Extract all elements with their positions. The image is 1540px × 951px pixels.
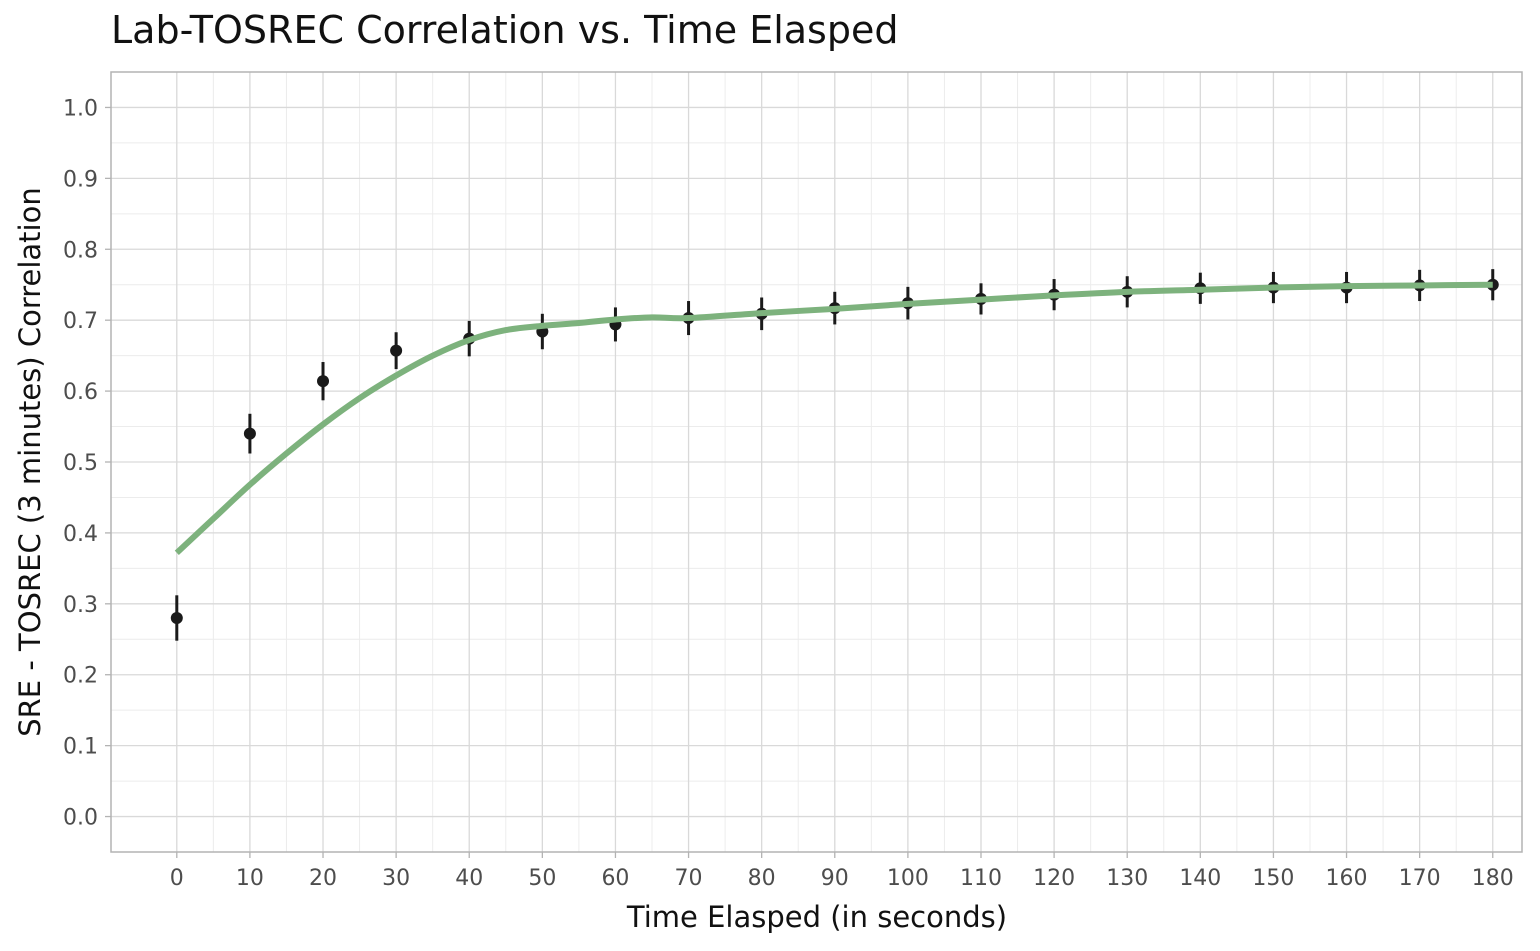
x-tick-label: 70 — [675, 866, 703, 891]
x-tick-label: 80 — [748, 866, 776, 891]
chart-title: Lab-TOSREC Correlation vs. Time Elasped — [111, 8, 899, 52]
x-tick-label: 20 — [309, 866, 337, 891]
data-series — [170, 269, 1499, 641]
y-tick-label: 0.8 — [63, 238, 98, 263]
x-tick-label: 120 — [1033, 866, 1075, 891]
x-axis-ticks: 0 10 20 30 40 50 60 70 80 90 100 110 120 130 140 150 160… — [170, 852, 1514, 891]
y-tick-label: 0.7 — [63, 309, 98, 334]
y-tick-label: 0.3 — [63, 593, 98, 618]
x-tick-label: 10 — [236, 866, 264, 891]
y-tick-label: 0.5 — [63, 451, 98, 476]
y-tick-label: 0.1 — [63, 735, 98, 760]
x-tick-label: 90 — [821, 866, 849, 891]
data-point — [390, 344, 403, 357]
data-point — [243, 427, 256, 440]
x-tick-label: 0 — [170, 866, 184, 891]
x-tick-label: 100 — [887, 866, 929, 891]
x-tick-label: 170 — [1399, 866, 1441, 891]
y-tick-label: 0.4 — [63, 522, 98, 547]
x-tick-label: 110 — [960, 866, 1002, 891]
smooth-trend-line — [174, 281, 1493, 555]
gridlines — [111, 72, 1522, 852]
y-axis-title: SRE - TOSREC (3 minutes) Correlation — [13, 187, 47, 737]
y-tick-label: 0.9 — [63, 167, 98, 192]
x-tick-label: 50 — [528, 866, 556, 891]
data-point — [317, 375, 330, 388]
x-tick-label: 180 — [1472, 866, 1514, 891]
data-point — [170, 612, 183, 624]
y-tick-label: 0.6 — [63, 380, 98, 405]
x-tick-label: 140 — [1179, 866, 1221, 891]
x-axis-title: Time Elasped (in seconds) — [626, 900, 1007, 934]
y-tick-label: 0.2 — [63, 664, 98, 689]
x-tick-label: 30 — [382, 866, 410, 891]
y-tick-label: 1.0 — [63, 96, 98, 121]
x-tick-label: 60 — [601, 866, 629, 891]
y-axis-ticks: 0.0 0.1 0.2 0.3 0.4 0.5 0.6 0.7 0.8 0.9 1.0 — [63, 96, 111, 831]
x-tick-label: 160 — [1326, 866, 1368, 891]
x-tick-label: 40 — [455, 866, 483, 891]
x-tick-label: 130 — [1106, 866, 1148, 891]
x-tick-label: 150 — [1252, 866, 1294, 891]
y-tick-label: 0.0 — [63, 806, 98, 831]
